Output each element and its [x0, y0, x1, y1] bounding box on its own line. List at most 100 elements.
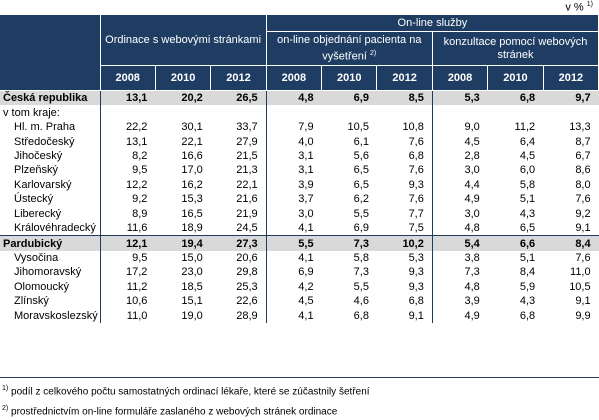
table-row: Hl. m. Praha 22,2 30,1 33,7 7,9 10,5 10,8 9,0 11…	[0, 119, 599, 135]
footnote: 1) podíl z celkového počtu samostatných …	[0, 381, 599, 400]
row-label: Karlovarský	[14, 178, 72, 191]
data-cell: 4,9	[431, 192, 488, 207]
data-cell: 6,5	[519, 222, 536, 235]
row-label: Plzeňský	[14, 164, 59, 177]
data-cell: 27,9	[236, 135, 258, 148]
data-cell: 4,1	[265, 220, 322, 236]
data-cell: 8,0	[575, 178, 591, 191]
footnotes: 1) podíl z celkového počtu samostatných …	[0, 377, 599, 420]
data-cell: 9,3	[408, 178, 424, 191]
data-cell: 11,0	[99, 308, 156, 323]
data-cell: 4,5	[519, 149, 536, 162]
data-cell: 10,5	[347, 121, 369, 134]
header-year: 2008	[265, 65, 323, 91]
data-cell: 22,1	[236, 178, 258, 191]
data-cell: 9,1	[575, 222, 591, 235]
data-cell	[265, 105, 322, 120]
table-row: Jihomoravský 17,2 23,0 29,8 6,9 7,3 9,3 7,3 8,4 1…	[0, 265, 599, 280]
header-year: 2012	[210, 65, 267, 91]
data-cell: 22,2	[99, 119, 156, 135]
table-header: Ordinace s webovými stránkami On-line sl…	[0, 14, 599, 91]
header-year: 2010	[321, 65, 378, 91]
data-cell: 3,0	[265, 206, 322, 221]
data-cell: 5,3	[408, 252, 424, 265]
data-cell: 16,5	[181, 207, 203, 220]
row-label: Zlínský	[14, 295, 49, 308]
data-cell: 10,5	[569, 280, 591, 293]
row-label: Královéhradecký	[14, 222, 96, 235]
data-cell: 6,8	[408, 295, 424, 308]
data-cell: 6,2	[353, 193, 369, 206]
data-cell: 7,3	[353, 266, 369, 279]
data-cell: 3,9	[265, 177, 322, 193]
data-cell: 19,0	[181, 309, 203, 322]
data-cell: 4,1	[265, 308, 322, 323]
data-cell: 21,9	[236, 207, 258, 220]
data-cell: 4,3	[519, 207, 536, 220]
data-cell: 5,5	[265, 235, 322, 251]
data-cell: 23,0	[181, 266, 203, 279]
data-cell: 11,0	[570, 266, 591, 279]
table-body: Česká republika 13,1 20,2 26,5 4,8 6,9 8,5 5,3 6…	[0, 90, 599, 323]
data-cell: 7,6	[575, 193, 591, 206]
data-cell: 8,2	[99, 148, 156, 164]
data-cell: 3,8	[431, 250, 488, 266]
header-group-websites: Ordinace s webovými stránkami	[99, 14, 267, 66]
data-cell: 25,3	[236, 280, 258, 293]
data-cell: 6,6	[487, 235, 544, 251]
data-cell: 4,8	[265, 90, 322, 106]
data-cell: 4,1	[265, 250, 322, 266]
data-cell: 22,1	[181, 135, 203, 148]
data-cell: 15,1	[181, 295, 203, 308]
data-cell: 17,0	[181, 164, 203, 177]
data-cell: 18,9	[181, 222, 203, 235]
data-cell: 6,9	[321, 90, 377, 106]
data-cell: 4,3	[519, 295, 536, 308]
data-cell	[431, 105, 488, 120]
table-row: Vysočina 9,5 15,0 20,6 4,1 5,8 5,3 3,8 5,1 7,6	[0, 250, 599, 266]
data-cell: 9,5	[99, 250, 156, 266]
data-cell: 12,1	[99, 235, 156, 251]
table-row: Ústecký 9,2 15,3 21,6 3,7 6,2 7,6 4,9 5,1 7,6	[0, 192, 599, 207]
data-cell: 6,8	[408, 149, 424, 162]
data-cell: 7,5	[408, 222, 424, 235]
data-cell: 6,1	[353, 135, 369, 148]
data-cell: 3,7	[265, 192, 322, 207]
data-cell	[99, 105, 156, 120]
data-cell: 4,2	[265, 279, 322, 295]
data-cell: 7,9	[265, 119, 322, 135]
data-cell: 21,5	[236, 149, 258, 162]
data-cell: 9,2	[575, 207, 591, 220]
unit-note: 1)	[586, 1, 593, 8]
data-cell: 4,0	[265, 134, 322, 149]
table-row: Pardubický 12,1 19,4 27,3 5,5 7,3 10,2 5,4 6,6 8,…	[0, 235, 599, 251]
data-cell: 5,6	[353, 149, 369, 162]
data-cell: 27,3	[210, 235, 267, 251]
data-cell: 5,5	[353, 207, 369, 220]
row-label: Česká republika	[0, 90, 100, 106]
data-cell: 7,6	[408, 164, 424, 177]
data-cell: 28,9	[236, 309, 258, 322]
data-cell	[488, 105, 543, 119]
data-cell: 21,3	[236, 164, 258, 177]
header-year: 2008	[431, 65, 489, 91]
data-cell: 8,4	[519, 266, 536, 279]
header-year: 2010	[487, 65, 544, 91]
data-cell: 6,8	[487, 90, 544, 106]
data-cell: 7,6	[408, 135, 424, 148]
table-row: Moravskoslezský 11,0 19,0 28,9 4,1 6,8 9,1 4,9 6…	[0, 308, 599, 323]
stats-table: Ordinace s webovými stránkami On-line sl…	[0, 14, 599, 323]
data-cell: 13,3	[569, 121, 591, 134]
data-cell: 9,1	[575, 295, 591, 308]
unit-text: v %	[565, 1, 584, 14]
data-cell: 7,6	[408, 193, 424, 206]
unit-label: v % 1)	[565, 1, 593, 14]
data-cell: 15,3	[181, 193, 203, 206]
data-cell: 5,9	[519, 280, 536, 293]
data-cell: 9,2	[99, 192, 156, 207]
data-cell: 13,1	[99, 90, 156, 106]
data-cell: 6,8	[353, 309, 369, 322]
data-cell: 22,6	[236, 295, 258, 308]
data-cell: 18,5	[181, 280, 203, 293]
footnote-text: podíl z celkového počtu samostatných ord…	[11, 386, 370, 398]
